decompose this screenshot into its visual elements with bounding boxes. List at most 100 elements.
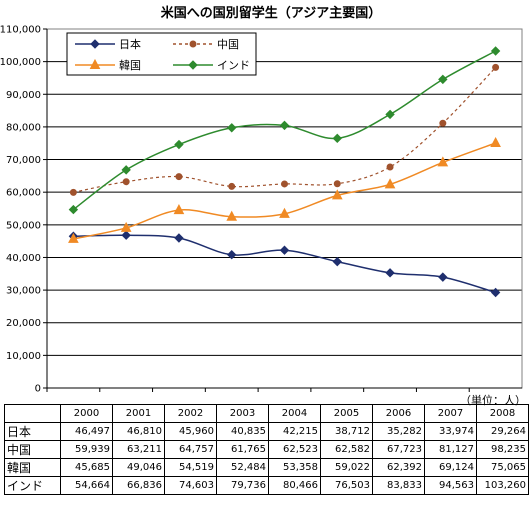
- table-year-header: 2002: [164, 404, 217, 423]
- data-point: [279, 207, 290, 218]
- table-cell: 74,603: [164, 476, 217, 495]
- table-year-header: 2005: [320, 404, 373, 423]
- table-year-header: 2001: [112, 404, 165, 423]
- table-row: 中国 59,939 63,211 64,757 61,765 62,523 62,582 67…: [4, 440, 529, 459]
- table-cell: 59,939: [60, 440, 113, 459]
- legend-label: 中国: [217, 38, 239, 51]
- data-point: [439, 119, 447, 127]
- table-cell: 83,833: [372, 476, 425, 495]
- table-cell: 63,211: [112, 440, 165, 459]
- y-tick-label: 10,000: [6, 351, 41, 362]
- table-cell: 54,519: [164, 458, 217, 477]
- table-cell: 79,736: [216, 476, 269, 495]
- data-point: [385, 109, 395, 120]
- table-cell: 62,582: [320, 440, 373, 459]
- table-cell: 45,685: [60, 458, 113, 477]
- y-tick-label: 60,000: [6, 188, 41, 199]
- y-tick-label: 20,000: [6, 318, 41, 329]
- data-point: [438, 74, 448, 85]
- data-point: [281, 180, 288, 188]
- data-point: [279, 245, 290, 255]
- table-cell: 80,466: [268, 476, 321, 495]
- table-row: インド 54,664 66,836 74,603 79,736 80,466 76,503 8…: [4, 476, 529, 495]
- y-tick-label: 50,000: [6, 220, 41, 231]
- table-cell: 40,835: [216, 422, 269, 441]
- table-cell: 103,260: [476, 476, 529, 495]
- table-cell: 62,523: [268, 440, 321, 459]
- table-cell: 54,664: [60, 476, 113, 495]
- legend-item: インド: [173, 59, 250, 72]
- data-point: [174, 139, 184, 150]
- table-row: 韓国 45,685 49,046 54,519 52,484 53,358 59,022 62…: [4, 458, 529, 477]
- data-point: [333, 180, 341, 188]
- data-point: [68, 204, 79, 215]
- table-cell: 81,127: [424, 440, 477, 459]
- table-row-label: 韓国: [4, 458, 61, 477]
- y-tick-label: 30,000: [6, 286, 41, 297]
- table-cell: 94,563: [424, 476, 477, 495]
- legend-label: 日本: [119, 37, 141, 51]
- data-point: [490, 46, 501, 56]
- table-cell: 53,358: [268, 458, 321, 477]
- legend-item: 日本: [75, 37, 141, 51]
- data-point: [175, 173, 183, 181]
- table-year-header: 2000: [60, 404, 113, 423]
- data-point: [121, 230, 131, 240]
- legend-swatch-marker: [90, 39, 100, 49]
- table-header-row: 2000 2001 2002 2003 2004 2005 2006 2007 2008: [4, 404, 529, 423]
- table-cell: 61,765: [216, 440, 269, 459]
- series-group: [68, 46, 501, 298]
- series-1: [68, 230, 501, 298]
- y-tick-label: 80,000: [6, 122, 41, 133]
- data-point: [173, 204, 185, 215]
- data-point: [384, 178, 396, 189]
- legend-item: 韓国: [75, 58, 141, 72]
- data-point: [490, 136, 501, 148]
- table-row-label: インド: [4, 476, 61, 495]
- table-cell: 98,235: [476, 440, 529, 459]
- data-point: [438, 272, 448, 282]
- legend-swatch-marker: [189, 40, 197, 48]
- table-year-header: 2006: [372, 404, 425, 423]
- table-cell: 46,810: [112, 422, 165, 441]
- data-point: [279, 120, 290, 131]
- table-cell: 38,712: [320, 422, 373, 441]
- data-point: [227, 123, 237, 133]
- gridlines: [47, 61, 522, 356]
- y-tick-label: 70,000: [6, 155, 41, 166]
- table-cell: 69,124: [424, 458, 477, 477]
- series-3: [68, 136, 501, 243]
- data-point: [228, 182, 236, 190]
- y-tick-label: 0: [35, 384, 41, 395]
- legend-label: インド: [217, 59, 250, 72]
- table-cell: 75,065: [476, 458, 529, 477]
- data-point: [386, 163, 394, 171]
- table-cell: 76,503: [320, 476, 373, 495]
- data-point: [69, 188, 77, 196]
- axes: [43, 28, 523, 392]
- y-tick-label: 100,000: [0, 57, 41, 68]
- data-point: [331, 189, 343, 200]
- legend-swatch-marker: [188, 60, 198, 70]
- series-line: [73, 234, 496, 294]
- data-point: [174, 233, 184, 243]
- data-point: [120, 221, 132, 232]
- data-point: [121, 165, 131, 175]
- series-4: [68, 46, 501, 215]
- data-point: [122, 178, 130, 186]
- y-tick-label: 110,000: [0, 25, 41, 36]
- table-row-label: 中国: [4, 440, 61, 459]
- data-point: [385, 268, 395, 278]
- table-row-label: 日本: [4, 422, 61, 441]
- data-point: [437, 156, 449, 167]
- table-row: 日本 46,497 46,810 45,960 40,835 42,215 38,712 35…: [4, 422, 529, 441]
- table-cell: 52,484: [216, 458, 269, 477]
- table-year-header: 2008: [476, 404, 529, 423]
- legend-item: 中国: [173, 38, 239, 51]
- data-point: [68, 232, 79, 243]
- table-cell: 33,974: [424, 422, 477, 441]
- table-cell: 67,723: [372, 440, 425, 459]
- data-point: [332, 256, 342, 267]
- table-cell: 59,022: [320, 458, 373, 477]
